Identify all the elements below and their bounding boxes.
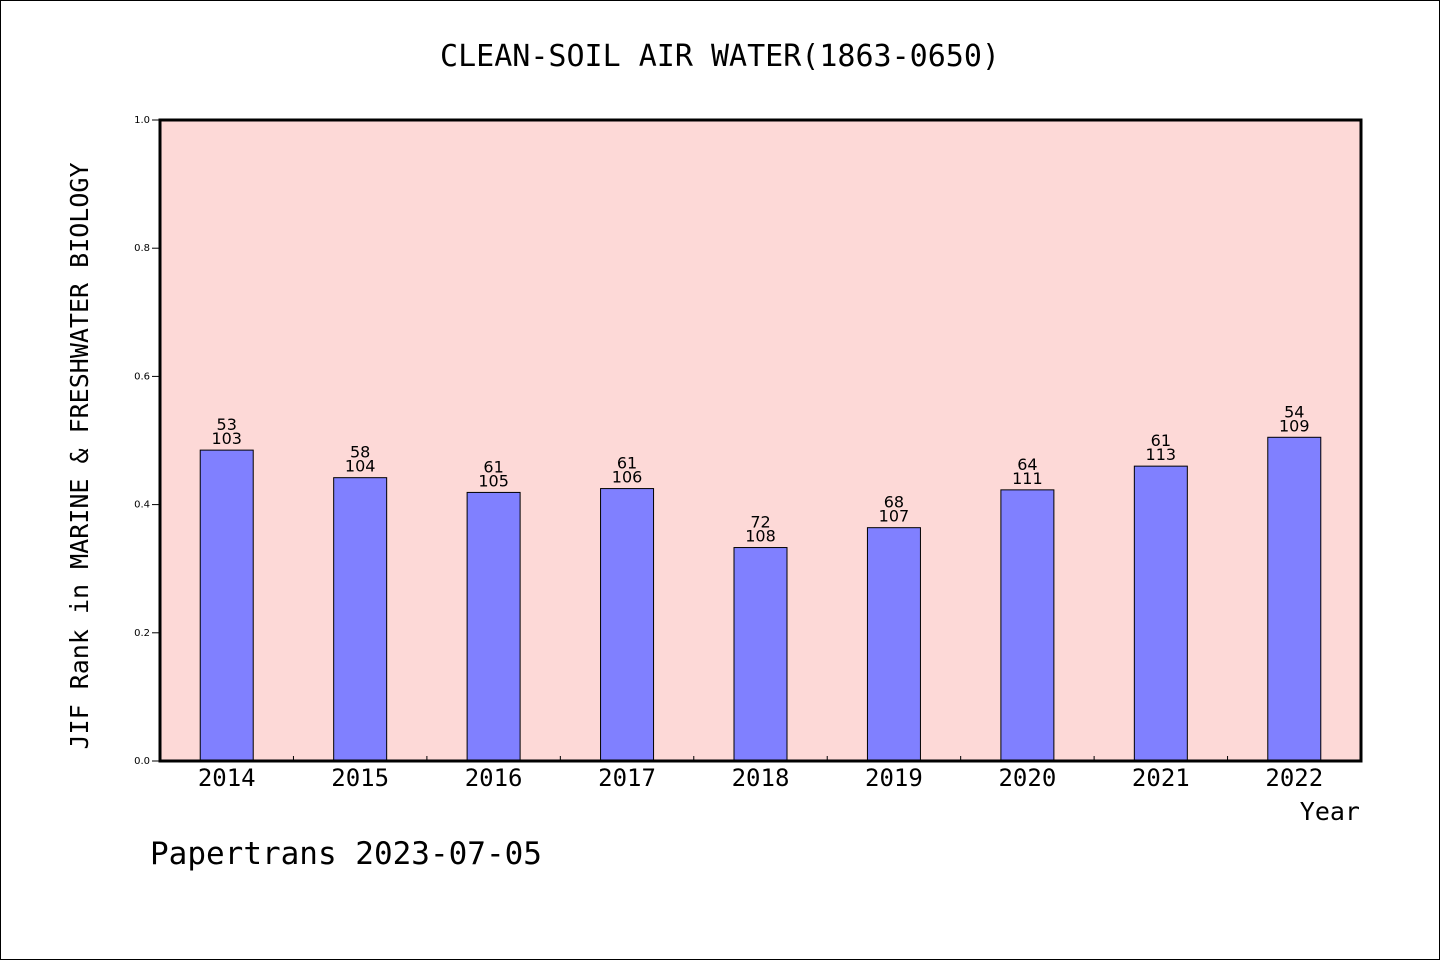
plot-border <box>158 118 1363 763</box>
bar-series <box>199 436 1322 762</box>
bar-total-label: 104 <box>345 457 376 476</box>
bar-rank-label: 64 <box>1017 455 1037 474</box>
x-tick-label: 2015 <box>331 764 389 792</box>
bar-2017 <box>600 488 655 762</box>
y-tick-label: 1.0 <box>134 115 150 126</box>
bar-rank-label: 54 <box>1284 402 1304 421</box>
bar-2015 <box>333 477 388 762</box>
y-axis-label: JIF Rank in MARINE & FRESHWATER BIOLOGY <box>65 163 94 750</box>
chart-title: CLEAN-SOIL AIR WATER(1863-0650) <box>440 39 1000 74</box>
y-axis-ticks: 0.0 0.2 0.4 0.6 0.8 1.0 <box>134 115 160 767</box>
bar-2019 <box>866 527 921 762</box>
bar-total-label: 111 <box>1012 469 1043 488</box>
x-tick-label: 2017 <box>598 764 656 792</box>
bar-rank-label: 53 <box>217 415 237 434</box>
bar-rank-label: 61 <box>483 457 503 476</box>
bar-rank-label: 61 <box>1151 431 1171 450</box>
bar-2018 <box>733 547 788 762</box>
bar-2022 <box>1267 436 1322 762</box>
bar-total-label: 105 <box>478 471 509 490</box>
bar-total-label: 106 <box>612 468 643 487</box>
x-tick-label: 2019 <box>865 764 923 792</box>
x-tick-label: 2021 <box>1132 764 1190 792</box>
bar-total-label: 103 <box>211 429 242 448</box>
x-tick-label: 2022 <box>1265 764 1323 792</box>
bar-total-label: 109 <box>1279 416 1310 435</box>
bar-total-label: 107 <box>879 507 910 526</box>
y-tick-label: 0.0 <box>134 756 150 767</box>
x-tick-label: 2014 <box>198 764 256 792</box>
x-tick-label: 2016 <box>465 764 523 792</box>
x-tick-label: 2020 <box>998 764 1056 792</box>
x-tick-label: 2018 <box>732 764 790 792</box>
bar-2021 <box>1133 465 1188 762</box>
bar-rank-label: 61 <box>617 454 637 473</box>
bar-2016 <box>466 491 521 762</box>
bar-rank-label: 68 <box>884 493 904 512</box>
y-tick-label: 0.8 <box>134 243 150 254</box>
y-tick-label: 0.2 <box>134 628 150 639</box>
bar-2014 <box>199 449 254 762</box>
footer-stamp: Papertrans 2023-07-05 <box>150 836 542 872</box>
bar-total-label: 113 <box>1146 445 1177 464</box>
bar-rank-label: 72 <box>750 513 770 532</box>
y-tick-label: 0.6 <box>134 371 150 382</box>
y-tick-label: 0.4 <box>134 500 150 511</box>
bar-rank-label: 58 <box>350 443 370 462</box>
x-axis-label: Year <box>1300 797 1360 826</box>
bar-total-label: 108 <box>745 527 776 546</box>
bar-2020 <box>1000 489 1055 762</box>
x-axis-ticks: 2014 2015 2016 2017 2018 2019 2020 2021 2022 <box>198 756 1323 792</box>
